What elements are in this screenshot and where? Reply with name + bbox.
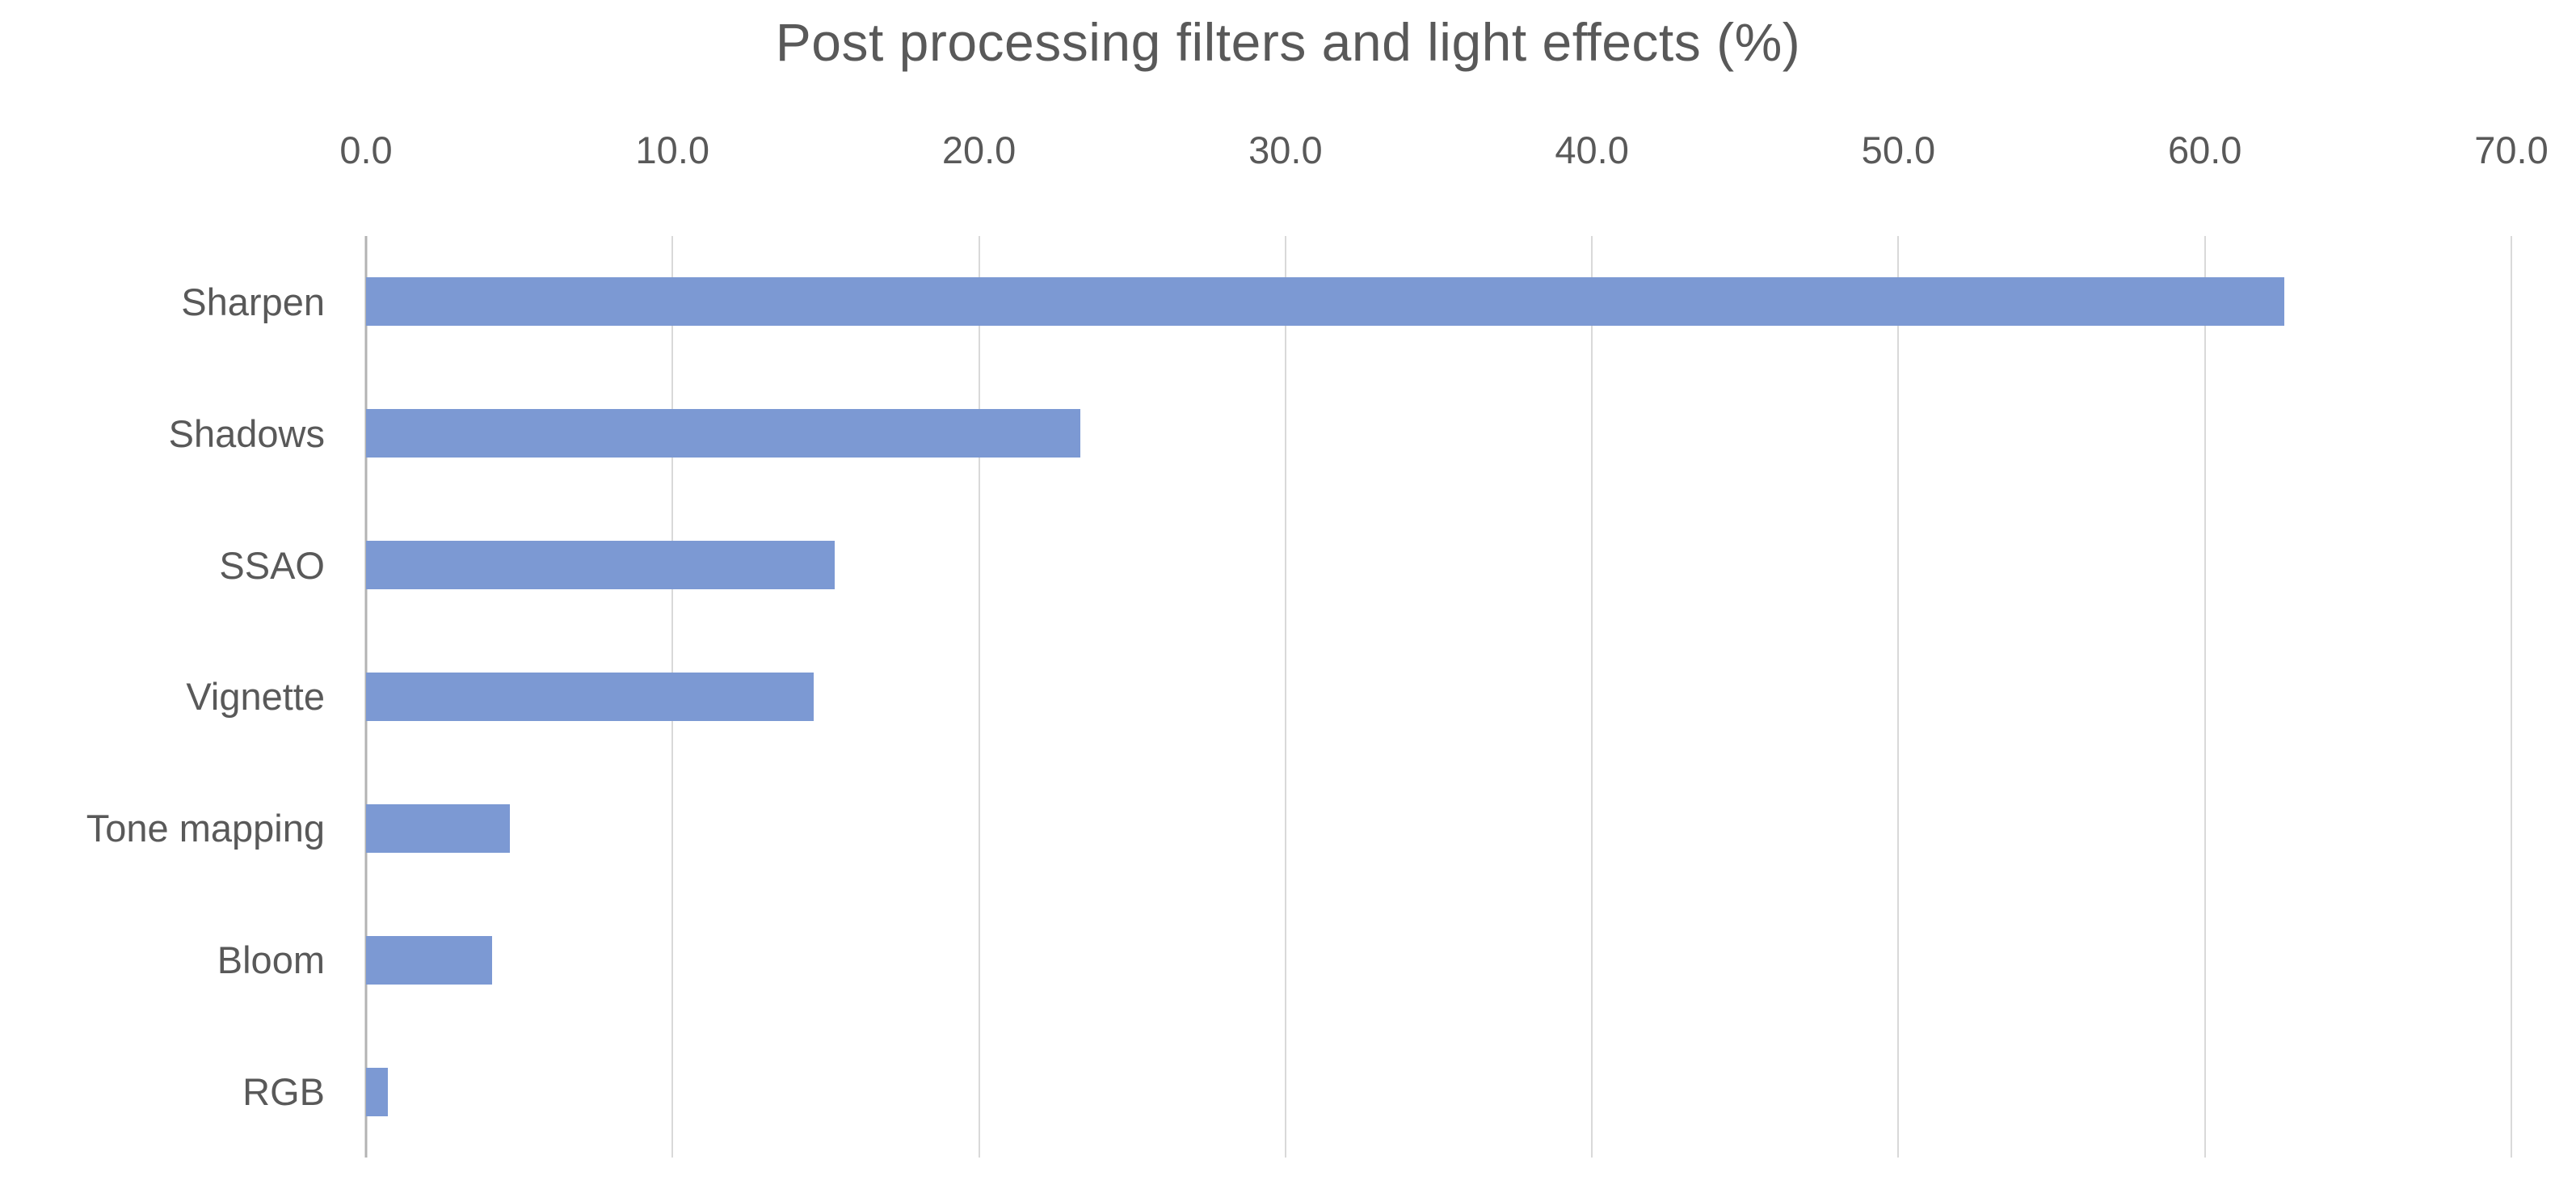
x-tick-label: 30.0: [1248, 129, 1323, 171]
gridline: [1591, 236, 1593, 1158]
bar-tone-mapping: [366, 803, 511, 853]
category-label: Vignette: [186, 675, 325, 719]
x-tick-label: 0.0: [339, 129, 393, 171]
bar-ssao: [366, 541, 836, 590]
x-tick-label: 10.0: [635, 129, 710, 171]
x-tick-label: 20.0: [941, 129, 1017, 171]
gridline: [1897, 236, 1900, 1158]
bar-bloom: [366, 935, 492, 985]
category-label: RGB: [242, 1070, 325, 1114]
bar-vignette: [366, 673, 814, 721]
x-tick-label: 40.0: [1555, 129, 1629, 171]
gridline: [2511, 236, 2512, 1158]
plot-area: [364, 236, 2512, 1158]
category-label: Sharpen: [181, 280, 325, 323]
bar-sharpen: [366, 277, 2285, 327]
bar-shadows: [366, 409, 1080, 458]
category-label: Bloom: [217, 938, 325, 982]
gridline: [978, 236, 980, 1158]
bar-rgb: [366, 1067, 388, 1116]
gridline: [1284, 236, 1286, 1158]
category-label: Shadows: [168, 411, 325, 455]
gridline: [2203, 236, 2206, 1158]
x-axis-tick-labels: 0.0 10.0 20.0 30.0 40.0 50.0 60.0 70.0: [339, 128, 2548, 186]
category-axis-labels: Sharpen Shadows SSAO Vignette Tone mapping Bl…: [0, 236, 325, 1158]
category-label: SSAO: [219, 543, 325, 587]
x-tick-label: 70.0: [2474, 129, 2549, 171]
chart-title: Post processing filters and light effect…: [775, 12, 1801, 72]
x-tick-label: 50.0: [1861, 129, 1936, 171]
category-label: Tone mapping: [86, 807, 325, 850]
x-tick-label: 60.0: [2167, 129, 2242, 171]
